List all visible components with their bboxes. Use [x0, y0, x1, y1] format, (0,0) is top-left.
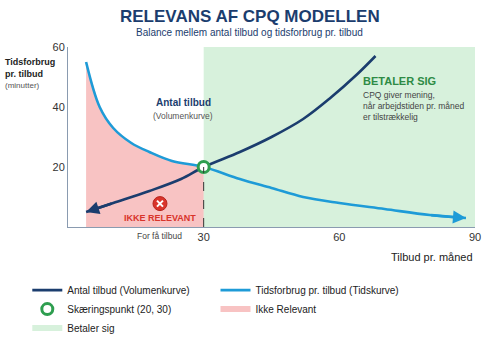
- svg-text:40: 40: [53, 101, 65, 113]
- svg-text:Ikke Relevant: Ikke Relevant: [256, 304, 317, 315]
- svg-text:Tidsforbrug pr. tilbud (Tidsku: Tidsforbrug pr. tilbud (Tidskurve): [256, 285, 399, 296]
- svg-text:Antal tilbud (Volumenkurve): Antal tilbud (Volumenkurve): [67, 285, 189, 296]
- svg-text:20: 20: [53, 161, 65, 173]
- svg-text:Betaler sig: Betaler sig: [67, 323, 114, 334]
- svg-text:CPQ giver mening,når arbejdsti: CPQ giver mening,når arbejdstiden pr. må…: [363, 90, 464, 122]
- svg-text:Antal tilbud: Antal tilbud: [156, 97, 211, 108]
- svg-text:For få tilbud: For få tilbud: [137, 231, 182, 241]
- svg-text:(Volumenkurve): (Volumenkurve): [153, 111, 213, 121]
- svg-text:Skæringspunkt (20, 30): Skæringspunkt (20, 30): [67, 304, 171, 315]
- svg-text:Balance mellem antal tilbud og: Balance mellem antal tilbud og tidsforbr…: [136, 27, 363, 38]
- svg-text:30: 30: [198, 231, 210, 243]
- svg-text:RELEVANS AF CPQ MODELLEN: RELEVANS AF CPQ MODELLEN: [120, 7, 380, 26]
- svg-text:Tilbud pr. måned: Tilbud pr. måned: [391, 251, 473, 263]
- svg-text:60: 60: [53, 41, 65, 53]
- svg-text:Tidsforbrugpr. tilbud(minutter: Tidsforbrugpr. tilbud(minutter): [5, 57, 55, 90]
- svg-text:60: 60: [333, 231, 345, 243]
- svg-text:IKKE RELEVANT: IKKE RELEVANT: [124, 213, 196, 223]
- svg-text:BETALER SIG: BETALER SIG: [363, 75, 436, 87]
- svg-text:90: 90: [469, 231, 481, 243]
